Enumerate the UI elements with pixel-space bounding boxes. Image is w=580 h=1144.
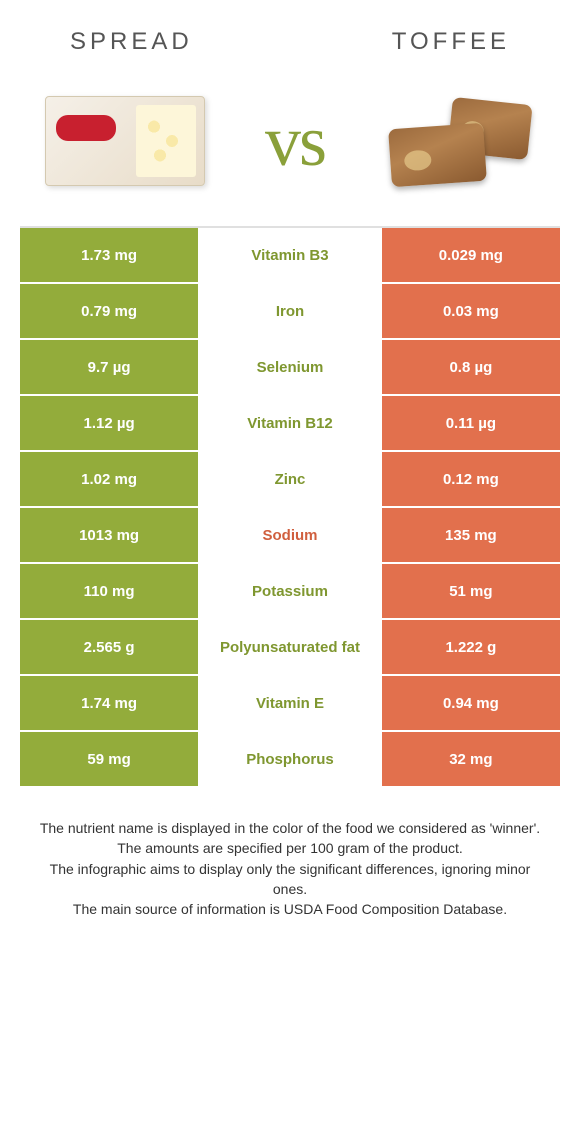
right-value: 0.03 mg [382,284,560,338]
right-value: 0.12 mg [382,452,560,506]
nutrient-label: Sodium [198,508,382,562]
nutrient-label: Vitamin B12 [198,396,382,450]
right-value: 0.8 µg [382,340,560,394]
left-value: 1.73 mg [20,228,198,282]
left-value: 1013 mg [20,508,198,562]
nutrient-label: Potassium [198,564,382,618]
left-value: 1.02 mg [20,452,198,506]
right-value: 0.94 mg [382,676,560,730]
left-value: 1.12 µg [20,396,198,450]
table-row: 1.12 µgVitamin B120.11 µg [20,396,560,452]
right-value: 0.11 µg [382,396,560,450]
footnotes: The nutrient name is displayed in the co… [0,788,580,919]
footnote-line: The infographic aims to display only the… [35,859,545,900]
nutrient-label: Iron [198,284,382,338]
right-value: 51 mg [382,564,560,618]
left-value: 110 mg [20,564,198,618]
nutrient-label: Zinc [198,452,382,506]
footnote-line: The main source of information is USDA F… [35,899,545,919]
hero-row: vs [0,66,580,226]
table-row: 1013 mgSodium135 mg [20,508,560,564]
footnote-line: The nutrient name is displayed in the co… [35,818,545,838]
right-value: 135 mg [382,508,560,562]
right-food-title: Toffee [392,28,510,56]
spread-image [40,86,210,196]
nutrient-label: Selenium [198,340,382,394]
left-value: 0.79 mg [20,284,198,338]
table-row: 0.79 mgIron0.03 mg [20,284,560,340]
left-food-title: Spread [70,28,193,56]
right-value: 0.029 mg [382,228,560,282]
left-value: 1.74 mg [20,676,198,730]
left-value: 59 mg [20,732,198,786]
nutrient-label: Polyunsaturated fat [198,620,382,674]
toffee-image [380,91,540,191]
table-row: 1.74 mgVitamin E0.94 mg [20,676,560,732]
vs-label: vs [265,100,325,183]
right-value: 1.222 g [382,620,560,674]
right-value: 32 mg [382,732,560,786]
header: Spread Toffee [0,0,580,66]
table-row: 9.7 µgSelenium0.8 µg [20,340,560,396]
left-value: 9.7 µg [20,340,198,394]
footnote-line: The amounts are specified per 100 gram o… [35,838,545,858]
nutrient-label: Vitamin B3 [198,228,382,282]
table-row: 1.73 mgVitamin B30.029 mg [20,228,560,284]
nutrient-label: Vitamin E [198,676,382,730]
table-row: 59 mgPhosphorus32 mg [20,732,560,788]
nutrient-label: Phosphorus [198,732,382,786]
table-row: 1.02 mgZinc0.12 mg [20,452,560,508]
left-value: 2.565 g [20,620,198,674]
nutrient-table: 1.73 mgVitamin B30.029 mg0.79 mgIron0.03… [20,226,560,788]
table-row: 2.565 gPolyunsaturated fat1.222 g [20,620,560,676]
table-row: 110 mgPotassium51 mg [20,564,560,620]
